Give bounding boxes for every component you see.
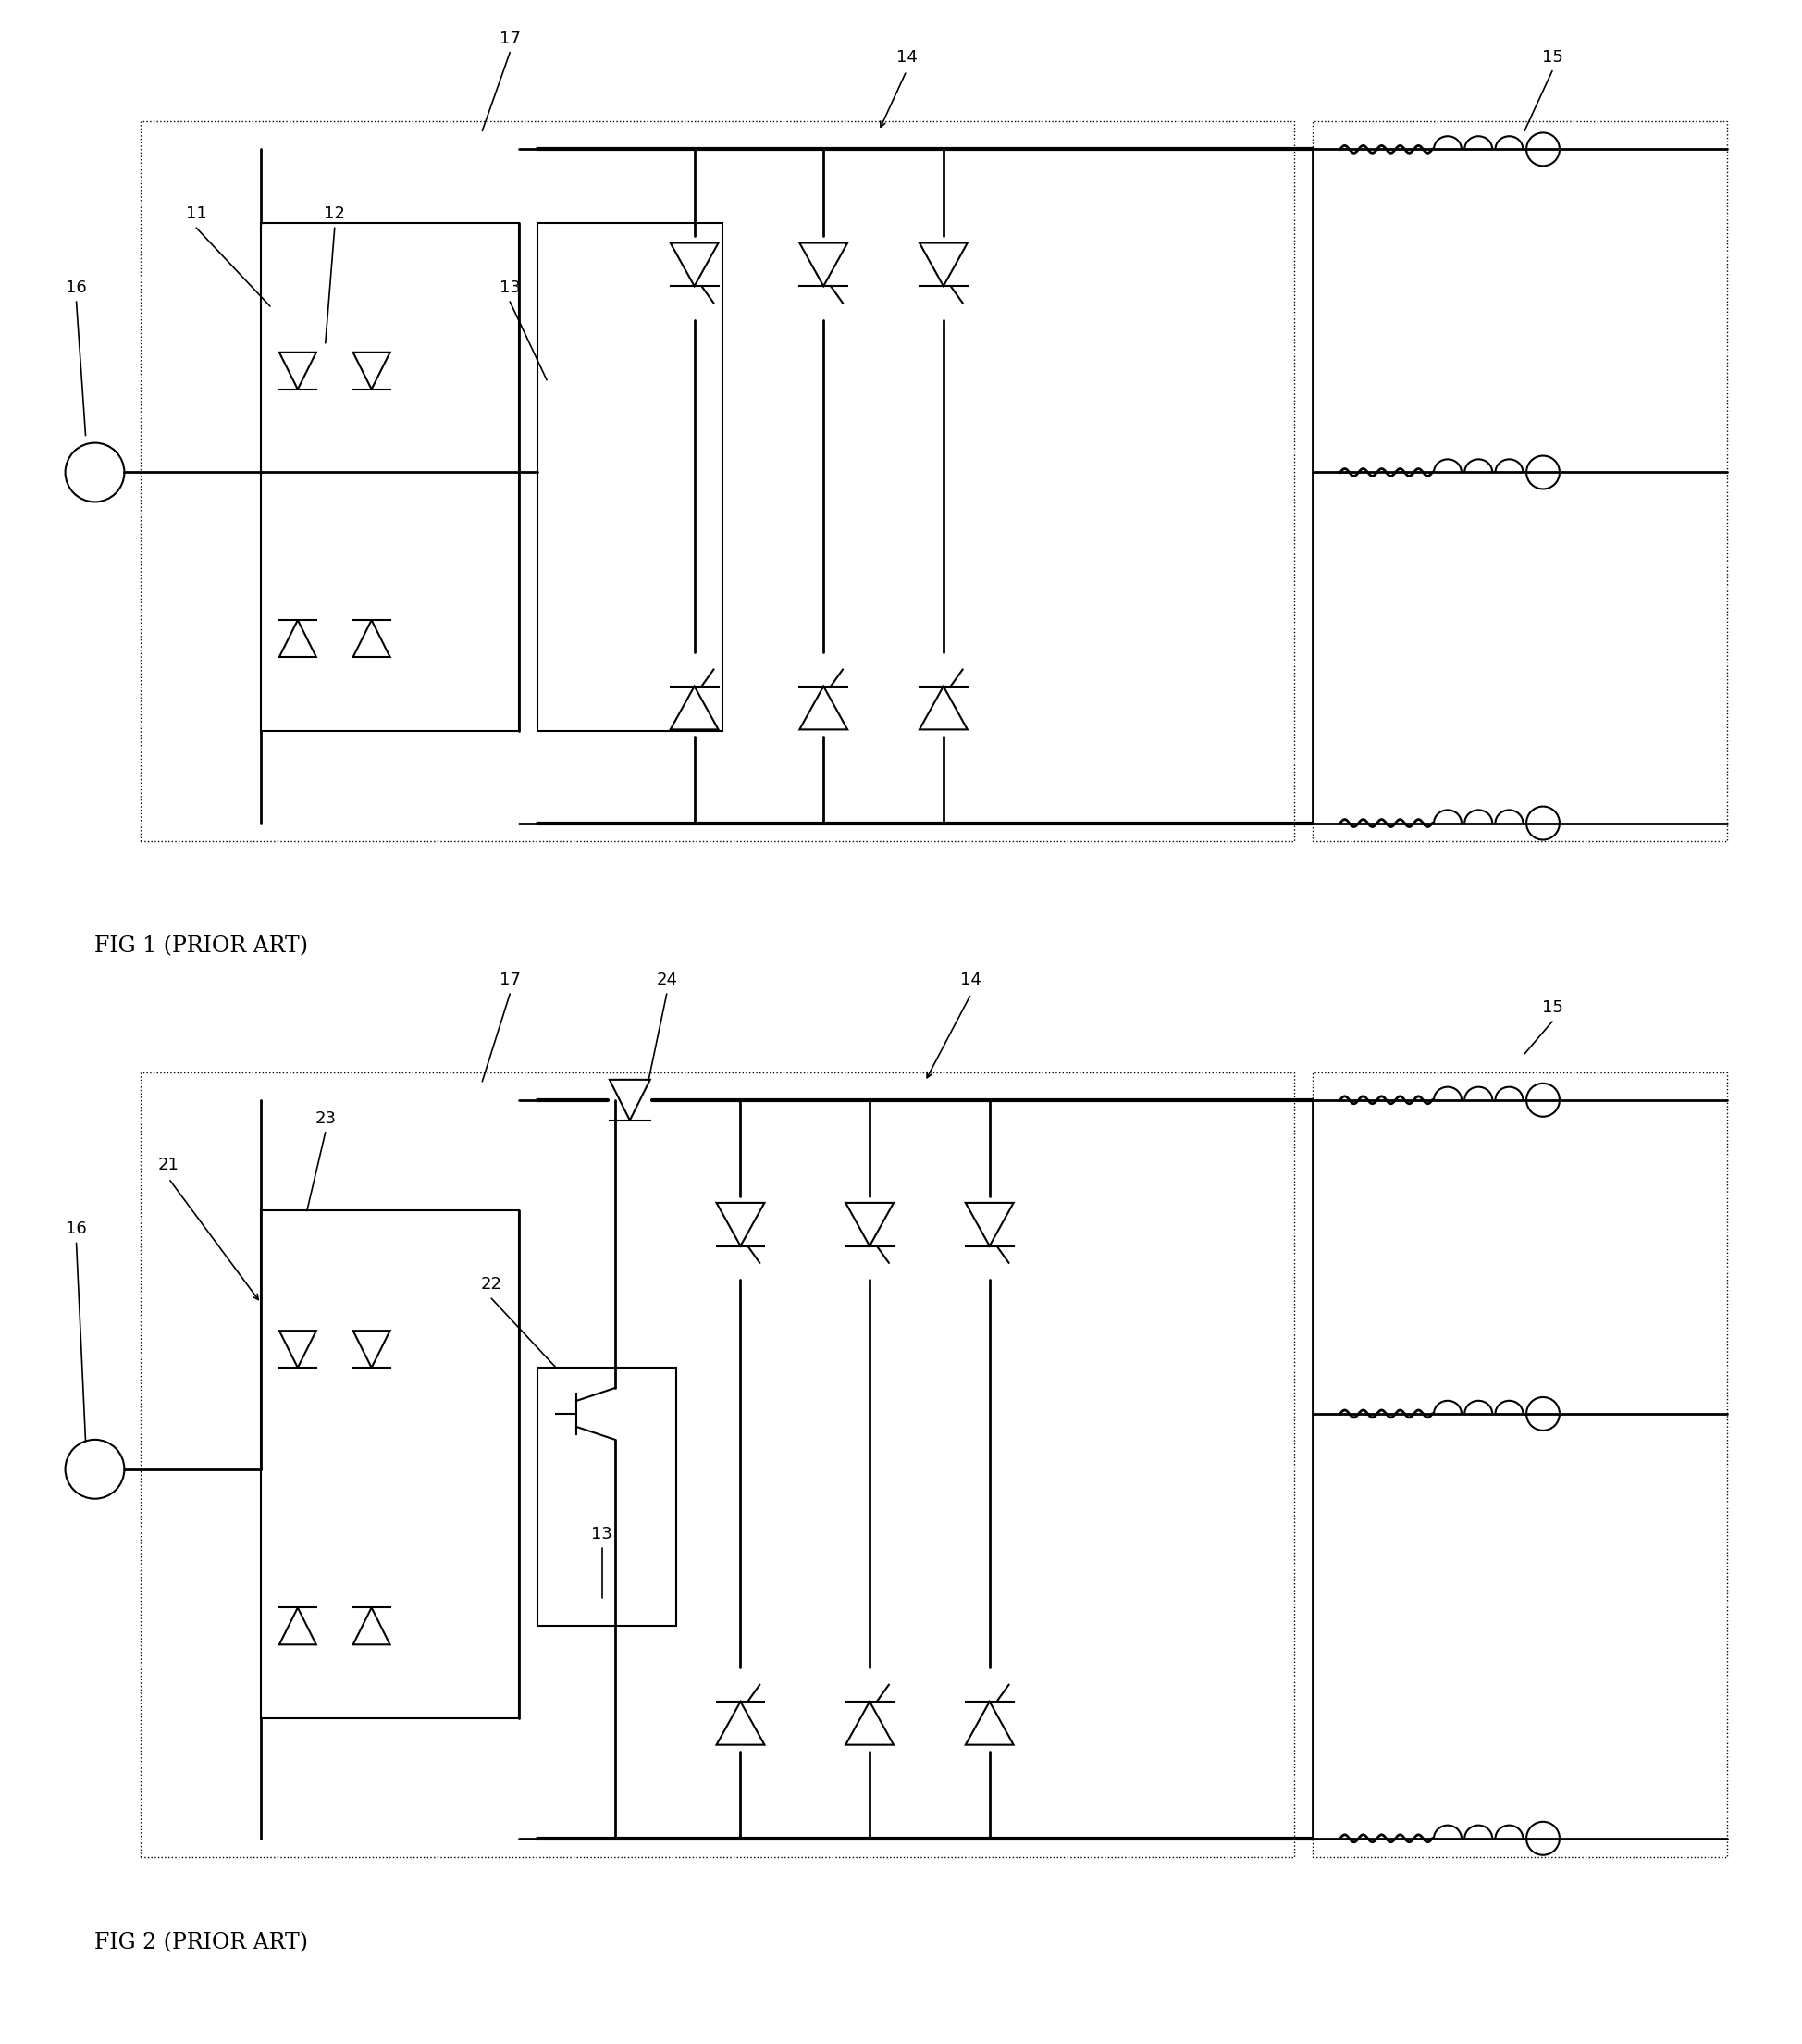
- Bar: [141, 1073, 1294, 1856]
- Text: 13: 13: [499, 280, 521, 296]
- Bar: [1312, 1073, 1726, 1856]
- Text: 15: 15: [1541, 49, 1562, 65]
- Text: 16: 16: [67, 1220, 86, 1237]
- Text: 14: 14: [960, 971, 980, 989]
- Text: FIG 2 (PRIOR ART): FIG 2 (PRIOR ART): [96, 1932, 308, 1954]
- Text: 13: 13: [591, 1525, 613, 1541]
- Text: 15: 15: [1541, 1000, 1562, 1016]
- Text: FIG 1 (PRIOR ART): FIG 1 (PRIOR ART): [96, 936, 308, 957]
- Text: 24: 24: [656, 971, 678, 989]
- Text: 17: 17: [499, 971, 521, 989]
- Text: 23: 23: [315, 1110, 335, 1126]
- Bar: [141, 123, 1294, 842]
- Text: 12: 12: [324, 206, 344, 223]
- Text: 16: 16: [67, 280, 86, 296]
- Text: 21: 21: [159, 1157, 178, 1173]
- Bar: [261, 1210, 519, 1719]
- Bar: [537, 223, 721, 732]
- Text: 17: 17: [499, 31, 521, 47]
- Bar: [261, 223, 519, 732]
- Text: 14: 14: [896, 49, 917, 65]
- Bar: [1312, 123, 1726, 842]
- Bar: [537, 1367, 676, 1627]
- Text: 22: 22: [481, 1275, 501, 1294]
- Text: 11: 11: [186, 206, 207, 223]
